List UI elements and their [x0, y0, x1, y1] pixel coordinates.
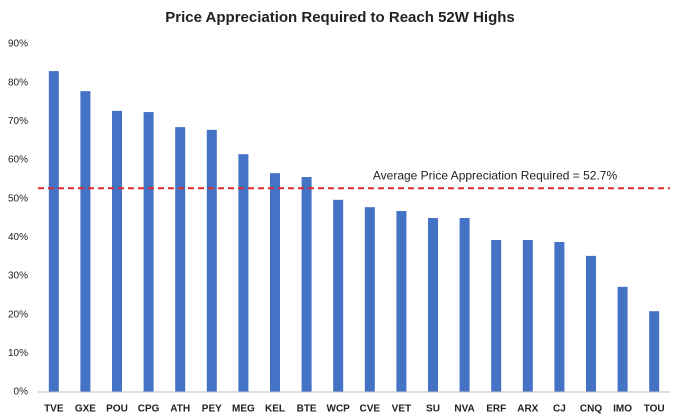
bar: [554, 241, 565, 392]
bar: [80, 91, 91, 392]
x-tick-label: BTE: [297, 404, 317, 415]
average-label: Average Price Appreciation Required = 52…: [373, 168, 618, 182]
x-tick-label: NVA: [454, 404, 474, 415]
chart-title: Price Appreciation Required to Reach 52W…: [165, 9, 515, 26]
x-tick-label: CPG: [138, 404, 160, 415]
y-tick-label: 70%: [8, 116, 28, 127]
x-tick-label: VET: [392, 404, 411, 415]
bar: [459, 218, 470, 392]
bar: [617, 286, 628, 392]
bar: [238, 154, 249, 392]
bar: [333, 199, 344, 392]
bar: [206, 129, 217, 392]
x-tick-label: SU: [426, 404, 440, 415]
bar: [143, 112, 154, 392]
y-tick-label: 20%: [8, 309, 28, 320]
y-tick-label: 90%: [8, 39, 28, 50]
bar: [396, 211, 407, 392]
y-tick-label: 40%: [8, 232, 28, 243]
y-tick-label: 80%: [8, 77, 28, 88]
x-tick-label: PEY: [202, 404, 222, 415]
x-tick-label: TVE: [44, 404, 64, 415]
y-tick-label: 50%: [8, 193, 28, 204]
x-tick-label: POU: [106, 404, 128, 415]
x-tick-label: WCP: [327, 404, 351, 415]
x-tick-label: KEL: [265, 404, 285, 415]
y-tick-label: 10%: [8, 348, 28, 359]
x-tick-label: GXE: [75, 404, 96, 415]
bar: [586, 255, 596, 392]
x-tick-label: CNQ: [580, 404, 602, 415]
x-tick-label: ATH: [170, 404, 190, 415]
bar: [175, 127, 186, 392]
bar: [112, 110, 122, 392]
x-tick-label: ERF: [486, 404, 506, 415]
y-tick-label: 60%: [8, 155, 28, 166]
y-tick-label: 30%: [8, 271, 28, 282]
bar: [428, 218, 438, 392]
x-tick-label: MEG: [232, 404, 255, 415]
bar: [649, 311, 660, 392]
x-tick-label: IMO: [613, 404, 632, 415]
bar: [364, 207, 375, 392]
x-tick-label: ARX: [517, 404, 538, 415]
bar: [301, 177, 312, 392]
bar: [270, 173, 280, 392]
x-tick-label: CVE: [360, 404, 381, 415]
x-tick-label: CJ: [553, 404, 566, 415]
bar: [48, 71, 59, 393]
y-tick-label: 0%: [14, 387, 29, 398]
bar: [491, 240, 502, 392]
x-tick-label: TOU: [644, 404, 665, 415]
bar: [522, 240, 533, 392]
